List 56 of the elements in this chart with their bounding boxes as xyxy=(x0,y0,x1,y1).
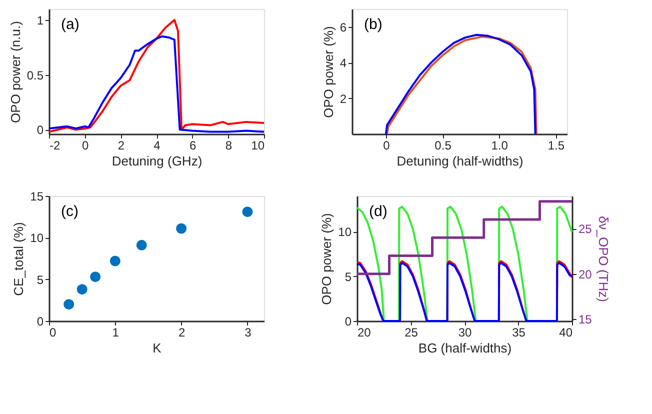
x-tick-label: 35 xyxy=(512,326,526,340)
x-axis-title: K xyxy=(152,340,162,356)
x-tick-label: 40 xyxy=(559,326,573,340)
x-tick-label: 10 xyxy=(251,138,265,152)
x-tick-label: 3 xyxy=(244,326,252,340)
y2-tick-label: 20 xyxy=(578,267,592,282)
point xyxy=(64,299,74,310)
y-axis-title: CE_total (%) xyxy=(11,222,26,296)
x-tick-label: 0 xyxy=(82,138,89,152)
y-axis-title: OPO power (n.u.) xyxy=(8,21,23,123)
annotation: (c) xyxy=(61,203,78,220)
annotation: (b) xyxy=(364,16,382,33)
x-tick-label: 4 xyxy=(154,138,161,152)
x-tick-label: 6 xyxy=(189,138,196,152)
y-tick-label: 0 xyxy=(36,123,44,138)
x-tick-label: 0.5 xyxy=(434,138,452,152)
y-tick-label: 5 xyxy=(344,270,352,284)
y-tick-label: 10 xyxy=(30,231,44,246)
y-tick-label: 1 xyxy=(36,13,44,28)
y-tick-label: 0.5 xyxy=(26,68,44,82)
point xyxy=(242,206,253,218)
x-tick-label: 8 xyxy=(225,138,232,152)
y-tick-label: 15 xyxy=(30,190,44,204)
point xyxy=(90,272,101,282)
y2-tick-label: 25 xyxy=(578,222,592,236)
y-tick-label: 5 xyxy=(36,272,44,287)
x-axis-title: BG (half-widths) xyxy=(418,340,512,356)
y2-tick-label: 15 xyxy=(578,312,592,327)
point xyxy=(110,256,120,266)
x-tick-label: -2 xyxy=(50,138,60,152)
x-tick-label: 2 xyxy=(118,138,125,152)
y-tick-label: 4 xyxy=(340,56,347,70)
y-axis-title: OPO power (%) xyxy=(319,213,334,305)
point xyxy=(136,240,147,250)
x-tick-label: 0 xyxy=(383,138,390,152)
x-tick-label: 20 xyxy=(358,326,372,340)
x-tick-label: 1.0 xyxy=(491,138,508,152)
y2-axis-title: δν_OPO (THz) xyxy=(596,216,611,302)
point xyxy=(176,223,187,234)
x-tick-label: 1.5 xyxy=(548,138,565,152)
y-tick-label: 0 xyxy=(36,314,44,328)
y-tick-label: 2 xyxy=(340,92,347,106)
annotation: (d) xyxy=(369,203,388,220)
y-tick-label: 10 xyxy=(338,225,352,240)
y-axis-title: OPO power (%) xyxy=(320,26,336,118)
x-axis-title: Detuning (half-widths) xyxy=(396,154,524,168)
point xyxy=(76,284,88,295)
y-tick-label: 6 xyxy=(340,20,347,34)
x-tick-label: 0 xyxy=(50,326,56,340)
x-tick-label: 1 xyxy=(112,326,120,340)
x-tick-label: 30 xyxy=(458,326,472,340)
x-tick-label: 2 xyxy=(178,326,186,340)
x-axis-title: Detuning (GHz) xyxy=(112,154,202,168)
y-tick-label: 0 xyxy=(344,314,352,328)
x-tick-label: 25 xyxy=(404,326,418,340)
annotation: (a) xyxy=(61,16,80,33)
